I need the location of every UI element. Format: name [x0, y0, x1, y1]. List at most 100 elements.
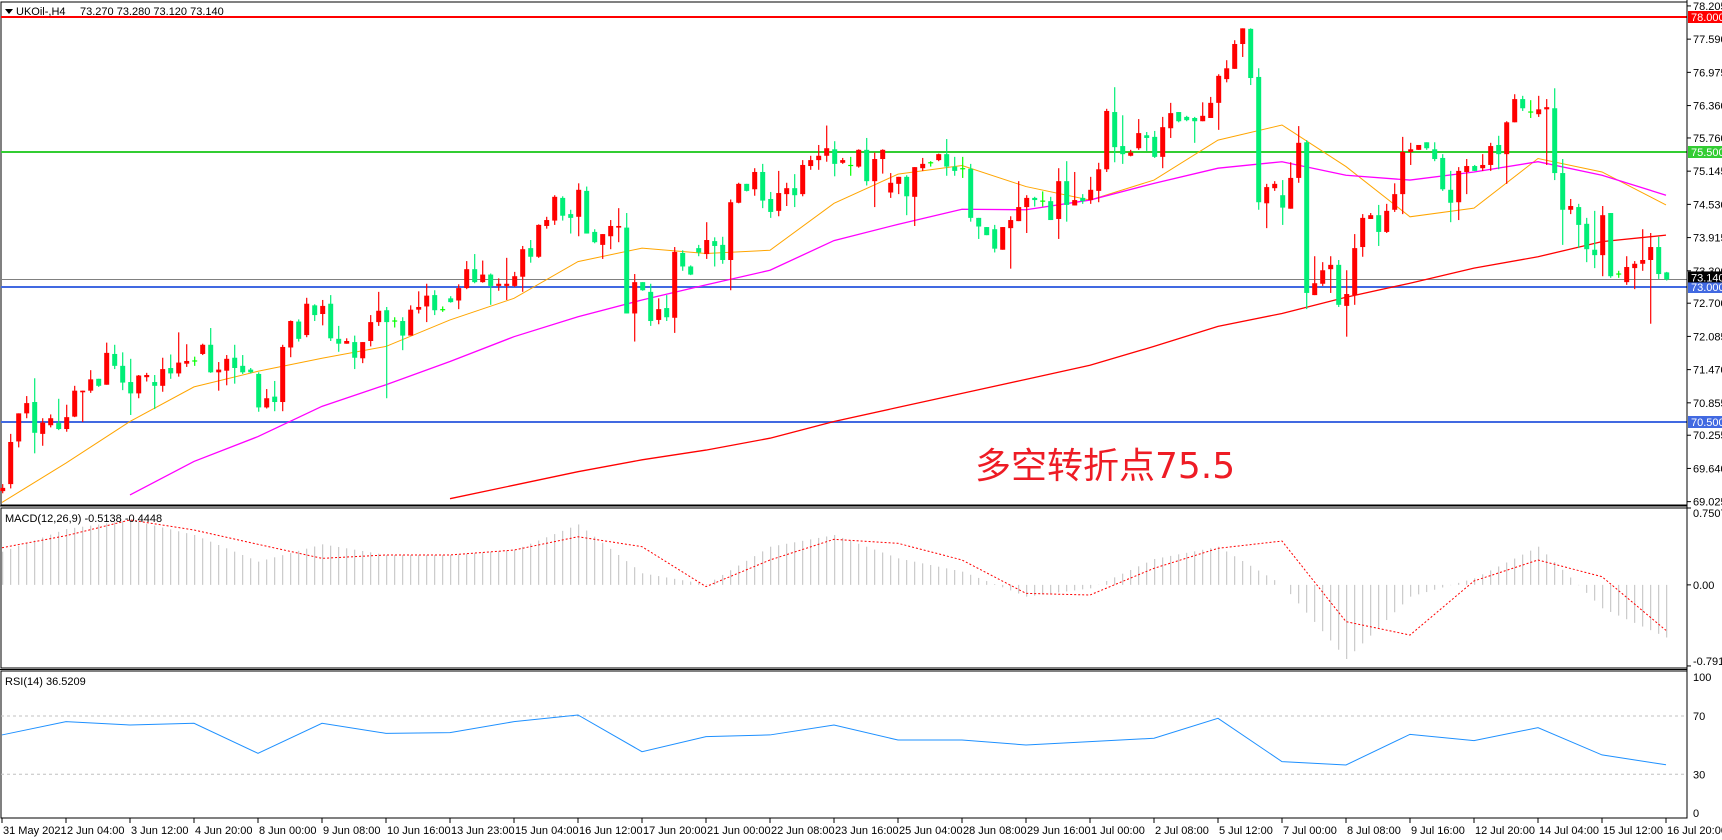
candle [256, 372, 262, 412]
candle [1152, 130, 1158, 158]
candle [1032, 196, 1038, 207]
candle-body [856, 149, 862, 167]
price-tick-label: 78.205 [1693, 1, 1722, 13]
candle [1096, 162, 1102, 203]
candle [1512, 94, 1518, 123]
candle-body [1216, 75, 1222, 103]
price-tick-label: 75.760 [1693, 133, 1722, 145]
candle-body [184, 360, 190, 364]
candle-body [1592, 249, 1598, 256]
candle [56, 398, 62, 431]
candle-body [1392, 194, 1398, 210]
candle-body [1224, 68, 1230, 80]
current-price-tag [1688, 271, 1722, 283]
candle [984, 227, 990, 236]
candle [1136, 119, 1142, 150]
candle [928, 161, 934, 167]
candle [568, 209, 574, 234]
annotation-text[interactable]: 多空转折点75.5 [975, 446, 1235, 487]
candle [840, 157, 846, 164]
candle [1200, 102, 1206, 122]
candle [896, 176, 902, 195]
candle-body [1064, 181, 1070, 205]
candle-body [1400, 152, 1406, 195]
candle [1224, 60, 1230, 83]
price-tick-label: 73.915 [1693, 233, 1722, 245]
candle-body [1312, 283, 1318, 296]
candle [1424, 142, 1430, 150]
candlesticks [0, 28, 1670, 494]
candle-body [1192, 117, 1198, 122]
candle [64, 404, 70, 432]
candle-body [1544, 107, 1550, 110]
time-tick-label: 13 Jun 23:00 [451, 825, 515, 837]
price-tick-label: 76.975 [1693, 67, 1722, 79]
candle-body [904, 176, 910, 197]
candle [976, 217, 982, 239]
time-tick-label: 9 Jun 08:00 [323, 825, 381, 837]
rsi-tick-label: 0 [1693, 808, 1699, 820]
macd-tick-label: 0.7507 [1693, 508, 1722, 520]
time-tick-label: 15 Jun 04:00 [515, 825, 579, 837]
level-price-tag [1688, 11, 1722, 23]
candle [824, 125, 830, 162]
candle [40, 418, 46, 446]
candle [784, 182, 790, 206]
candle-body [240, 365, 246, 373]
candle [592, 229, 598, 244]
candle [936, 153, 942, 162]
candle-body [888, 182, 894, 193]
candle [752, 168, 758, 196]
candle [144, 372, 150, 382]
candle-body [560, 197, 566, 216]
candle [544, 216, 550, 229]
candle-body [120, 365, 126, 383]
candle [1368, 213, 1374, 219]
candle-body [1104, 110, 1110, 170]
candle [480, 260, 486, 283]
candle [328, 295, 334, 341]
candle [1568, 198, 1574, 215]
candle-body [800, 164, 806, 195]
candle [208, 328, 214, 373]
candle-body [1304, 142, 1310, 293]
candle-body [472, 269, 478, 283]
price-tick-label: 72.085 [1693, 331, 1722, 343]
candle [176, 332, 182, 377]
candle [944, 139, 950, 176]
candle [1352, 234, 1358, 305]
candle [1040, 191, 1046, 207]
time-tick-label: 21 Jun 00:00 [707, 825, 771, 837]
candle [1192, 116, 1198, 143]
time-tick-label: 25 Jun 04:00 [899, 825, 963, 837]
dropdown-triangle-icon[interactable] [5, 9, 13, 14]
candle-body [1272, 183, 1278, 189]
candle [768, 191, 774, 218]
candle [912, 167, 918, 226]
candle-body [1512, 99, 1518, 123]
candle-body [648, 291, 654, 322]
candle [1520, 95, 1526, 111]
candle [1232, 40, 1238, 69]
candle [688, 265, 694, 276]
candle-body [680, 252, 686, 267]
candle-body [1552, 108, 1558, 174]
candle-body [1176, 112, 1182, 122]
candle-body [1288, 177, 1294, 209]
candle-body [256, 373, 262, 408]
candle [1496, 135, 1502, 170]
candle-body [968, 168, 974, 218]
chart-header[interactable]: UKOil-,H4 73.270 73.280 73.120 73.140 [5, 6, 224, 18]
candle [992, 224, 998, 253]
rsi-label: RSI(14) 36.5209 [5, 676, 86, 688]
candle [664, 295, 670, 322]
time-tick-label: 16 Jun 12:00 [579, 825, 643, 837]
candle [640, 282, 646, 291]
candle-body [568, 214, 574, 218]
candle-body [656, 309, 662, 320]
candle-body [1200, 115, 1206, 122]
candle-body [376, 310, 382, 323]
candle [648, 283, 654, 326]
